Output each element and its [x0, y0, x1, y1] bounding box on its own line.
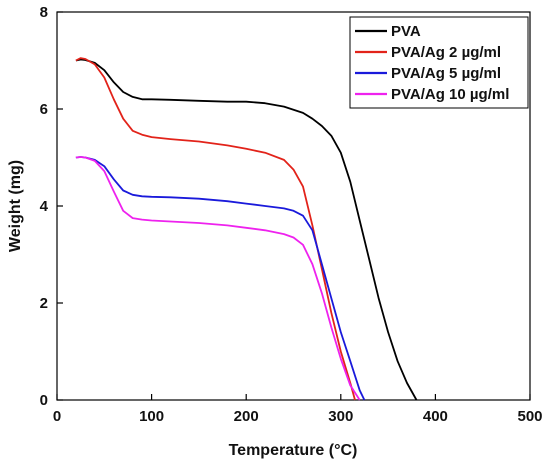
legend-box: [349, 16, 529, 109]
x-tick-label-0: 0: [53, 408, 61, 425]
series-layer: [75, 57, 418, 401]
legend-label-2: PVA/Ag 5 µg/ml: [391, 65, 501, 82]
x-tick-label-5: 500: [517, 408, 542, 425]
y-tick-label-0: 0: [40, 392, 48, 409]
ticks-layer: [56, 11, 531, 401]
tick-labels-layer: 0 100 200 300 400 500 0 2 4 6 8: [40, 4, 543, 425]
x-tick-label-1: 100: [139, 408, 164, 425]
series-line-1: [75, 57, 356, 401]
y-tick-label-4: 8: [40, 4, 48, 21]
x-tick-label-2: 200: [234, 408, 259, 425]
y-tick-label-1: 2: [40, 295, 48, 312]
y-tick-label-2: 4: [40, 198, 49, 215]
series-line-2: [75, 156, 366, 401]
y-tick-label-3: 6: [40, 101, 48, 118]
legend-label-1: PVA/Ag 2 µg/ml: [391, 44, 501, 61]
legend-items: PVA PVA/Ag 2 µg/ml PVA/Ag 5 µg/ml PVA/Ag 10…: [355, 23, 509, 103]
legend-label-3: PVA/Ag 10 µg/ml: [391, 86, 509, 103]
series-line-0: [75, 58, 418, 401]
x-axis-label: Temperature (°C): [229, 442, 358, 459]
legend-label-0: PVA: [391, 23, 421, 40]
x-tick-label-4: 400: [423, 408, 448, 425]
series-line-3: [75, 156, 361, 401]
y-axis-label: Weight (mg): [7, 160, 24, 252]
x-tick-label-3: 300: [328, 408, 353, 425]
legend: PVA PVA/Ag 2 µg/ml PVA/Ag 5 µg/ml PVA/Ag 10…: [349, 16, 529, 109]
